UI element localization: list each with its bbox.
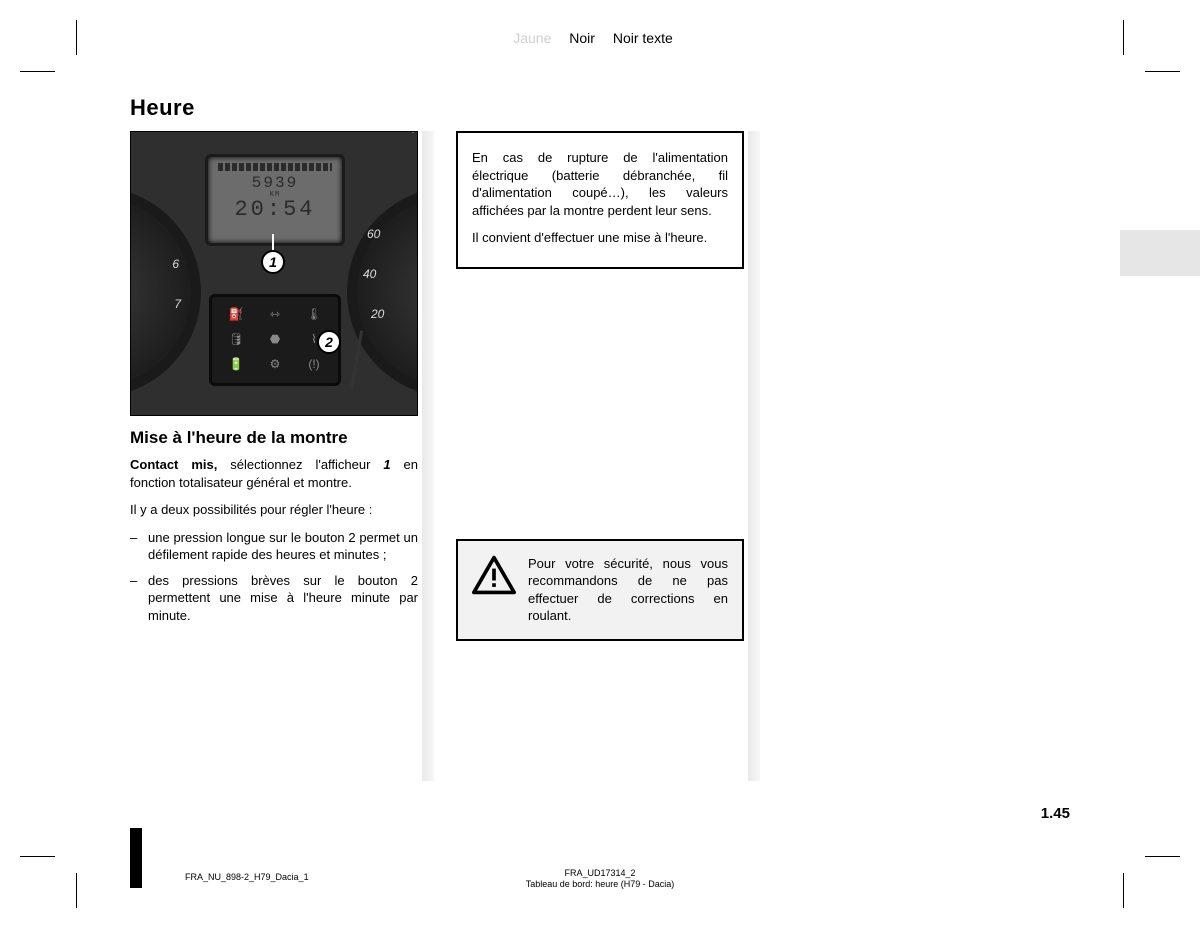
p1-text-a: sélectionnez l'afficheur <box>217 457 383 472</box>
hex-icon: ⬣ <box>257 328 293 350</box>
li2-b: permettent une mise à l'heure minute par… <box>148 590 418 623</box>
dashboard-figure: 30737 6 7 60 40 20 5939 KM 20:54 <box>130 131 418 416</box>
info-box: En cas de rupture de l'alimentation élec… <box>456 131 744 269</box>
warning-triangle-icon <box>472 555 516 595</box>
label-jaune: Jaune <box>513 30 551 46</box>
page-side-tab <box>1120 230 1200 276</box>
list-item: des pressions brèves sur le bouton 2 per… <box>130 572 418 625</box>
page-content: Heure 30737 6 7 60 40 20 5939 <box>130 95 1070 641</box>
hazard-icon: ⇿ <box>257 303 293 325</box>
li2-a: des pressions brèves sur le bouton <box>148 573 411 588</box>
column-1: 30737 6 7 60 40 20 5939 KM 20:54 <box>130 131 418 641</box>
subheading: Mise à l'heure de la montre <box>130 428 418 448</box>
label-noir: Noir <box>569 30 595 46</box>
p1-ref: 1 <box>383 457 390 472</box>
options-list: une pression longue sur le bouton 2 perm… <box>130 529 418 625</box>
paragraph-2: Il y a deux possibilités pour régler l'h… <box>130 501 418 519</box>
crop-mark <box>20 71 55 72</box>
footer-right-title: Tableau de bord: heure (H79 - Dacia) <box>526 879 675 889</box>
label-noir-texte: Noir texte <box>613 30 673 46</box>
temp-icon: 🌡 <box>296 303 332 325</box>
fuel-icon: ⛽ <box>218 303 254 325</box>
lcd-time: 20:54 <box>216 199 334 221</box>
p1-bold: Contact mis, <box>130 457 217 472</box>
page-number: 1.45 <box>1041 805 1070 822</box>
figure-photo-id: 30737 <box>405 131 414 134</box>
column-2: En cas de rupture de l'alimentation élec… <box>456 131 744 641</box>
column-divider <box>748 131 760 781</box>
control-stalk <box>350 330 363 390</box>
gauge-number: 40 <box>363 267 376 281</box>
info-box-p1: En cas de rupture de l'alimentation élec… <box>472 149 728 219</box>
callout-2: 2 <box>317 330 341 354</box>
lcd-display: 5939 KM 20:54 <box>205 154 345 246</box>
paragraph-1: Contact mis, sélectionnez l'afficheur 1 … <box>130 456 418 491</box>
oil-icon: 🛢 <box>218 328 254 350</box>
gauge-number: 20 <box>371 307 384 321</box>
gauge-number: 6 <box>172 257 179 271</box>
gauge-number: 60 <box>367 227 380 241</box>
crop-mark <box>1145 856 1180 857</box>
list-item: une pression longue sur le bouton 2 perm… <box>130 529 418 564</box>
left-gauge: 6 7 <box>130 187 201 397</box>
page-title: Heure <box>130 95 1070 121</box>
engine-icon: ⚙ <box>257 353 293 375</box>
info-box-p2: Il convient d'effectuer une mise à l'heu… <box>472 229 728 247</box>
footer-right: FRA_UD17314_2 Tableau de bord: heure (H7… <box>0 868 1200 890</box>
brake-icon: (!) <box>296 353 332 375</box>
lcd-odometer: 5939 <box>216 175 334 191</box>
callout-1: 1 <box>261 250 285 274</box>
li2-ref: 2 <box>411 573 418 588</box>
lcd-bars <box>218 163 332 171</box>
column-3 <box>782 131 1070 641</box>
li1-ref: 2 <box>348 530 355 545</box>
footer-right-code: FRA_UD17314_2 <box>564 868 635 878</box>
gauge-number: 7 <box>174 297 181 311</box>
crop-mark <box>1145 71 1180 72</box>
battery-icon: 🔋 <box>218 353 254 375</box>
header-color-labels: Jaune Noir Noir texte <box>0 30 1200 46</box>
right-gauge: 60 40 20 <box>347 187 418 397</box>
safety-warning-text: Pour votre sécurité, nous vous recommand… <box>528 555 728 625</box>
column-divider <box>422 131 434 781</box>
li1-a: une pression longue sur le bouton <box>148 530 348 545</box>
safety-warning-box: Pour votre sécurité, nous vous recommand… <box>456 539 744 641</box>
crop-mark <box>20 856 55 857</box>
